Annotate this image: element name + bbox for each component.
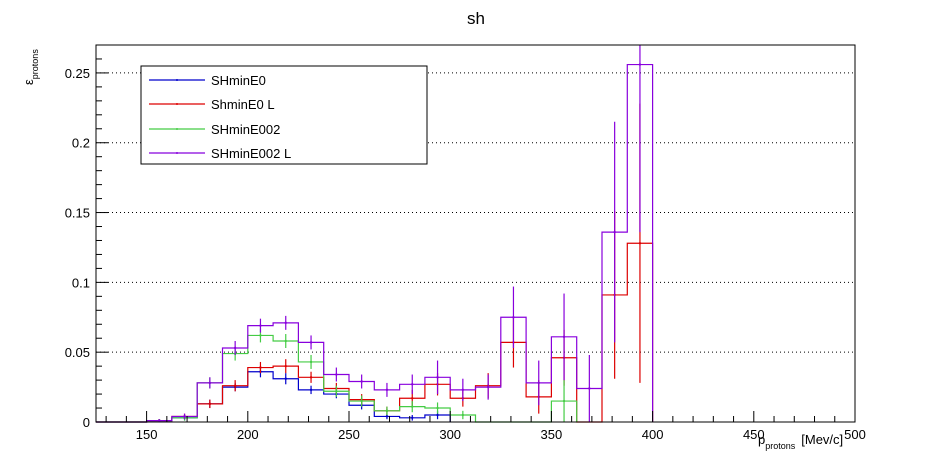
data-point xyxy=(638,242,642,245)
data-point xyxy=(309,360,313,364)
legend-label: SHminE002 L xyxy=(211,146,291,161)
x-tick-label: 300 xyxy=(439,427,461,442)
grid-lines xyxy=(96,72,855,353)
data-point xyxy=(259,324,262,327)
x-tick-label: 200 xyxy=(237,427,259,442)
data-point xyxy=(158,419,161,422)
data-point xyxy=(309,341,313,344)
data-point xyxy=(436,376,439,379)
data-point xyxy=(411,383,414,386)
x-tick-label: 250 xyxy=(338,427,360,442)
data-point xyxy=(284,339,287,343)
x-tick-label: 350 xyxy=(541,427,563,442)
series-3 xyxy=(96,45,654,423)
data-point xyxy=(613,230,616,234)
data-point xyxy=(562,399,566,403)
data-point xyxy=(385,409,389,413)
data-point xyxy=(588,387,591,390)
data-point xyxy=(208,402,212,406)
data-point xyxy=(461,388,465,392)
data-point xyxy=(360,380,363,383)
legend: SHminE0 ShminE0 L SHminE002 SHminE002 L xyxy=(140,65,428,165)
data-point xyxy=(537,381,540,385)
data-point xyxy=(461,413,465,417)
data-point xyxy=(638,63,642,66)
series-step-line xyxy=(96,242,654,423)
data-point xyxy=(411,416,414,420)
data-point xyxy=(562,335,566,339)
y-axis-label-main: ε xyxy=(21,79,36,85)
x-axis-label-unit: [Mev/c] xyxy=(801,432,843,447)
data-point xyxy=(335,373,338,376)
x-tick-label: 450 xyxy=(743,427,765,442)
y-axis-label: εprotons xyxy=(21,49,40,85)
y-axis-ticks: 0 0.05 0.1 0.15 0.2 0.25 xyxy=(65,58,108,430)
data-point xyxy=(233,346,237,350)
data-point xyxy=(436,413,439,417)
y-tick-label: 0.15 xyxy=(65,206,90,221)
svg-text:εprotons: εprotons xyxy=(21,49,40,85)
data-point xyxy=(208,381,212,385)
y-tick-label: 0.25 xyxy=(65,66,90,81)
legend-label: SHminE0 xyxy=(211,73,266,88)
plot-frame xyxy=(95,44,856,423)
data-point xyxy=(259,334,262,337)
data-point xyxy=(335,390,338,393)
data-point xyxy=(284,377,287,380)
x-axis-label-sub: protons xyxy=(765,441,796,451)
data-point xyxy=(360,399,363,403)
y-tick-label: 0.2 xyxy=(72,136,90,151)
y-tick-label: 0.1 xyxy=(72,275,90,290)
x-axis-label: pprotons [Mev/c] xyxy=(758,432,843,451)
series-layer xyxy=(96,45,654,423)
data-point xyxy=(259,366,262,369)
data-point xyxy=(486,385,490,389)
data-point xyxy=(385,388,389,392)
data-point xyxy=(385,415,389,418)
x-tick-label: 500 xyxy=(844,427,866,442)
legend-box xyxy=(140,65,428,165)
data-point xyxy=(411,405,414,408)
data-point xyxy=(309,388,313,392)
data-point xyxy=(284,321,287,325)
legend-label: SHminE002 xyxy=(211,122,280,137)
data-point xyxy=(183,415,186,418)
data-point xyxy=(233,384,237,387)
series-step-line xyxy=(96,371,451,423)
x-axis-label-main: p xyxy=(758,432,765,447)
data-point xyxy=(309,376,313,379)
y-tick-label: 0 xyxy=(83,415,90,430)
series-0 xyxy=(96,366,451,423)
data-point xyxy=(284,364,287,368)
legend-label: ShminE0 L xyxy=(211,97,275,112)
data-point xyxy=(411,397,414,400)
x-axis-ticks: 150 200 250 300 350 400 450 500 xyxy=(105,411,866,442)
y-tick-label: 0.05 xyxy=(65,345,90,360)
chart-title: sh xyxy=(467,9,485,28)
y-axis-label-sub: protons xyxy=(30,49,40,80)
data-point xyxy=(512,316,515,319)
x-tick-label: 400 xyxy=(642,427,664,442)
data-point xyxy=(436,406,439,410)
x-tick-label: 150 xyxy=(136,427,158,442)
